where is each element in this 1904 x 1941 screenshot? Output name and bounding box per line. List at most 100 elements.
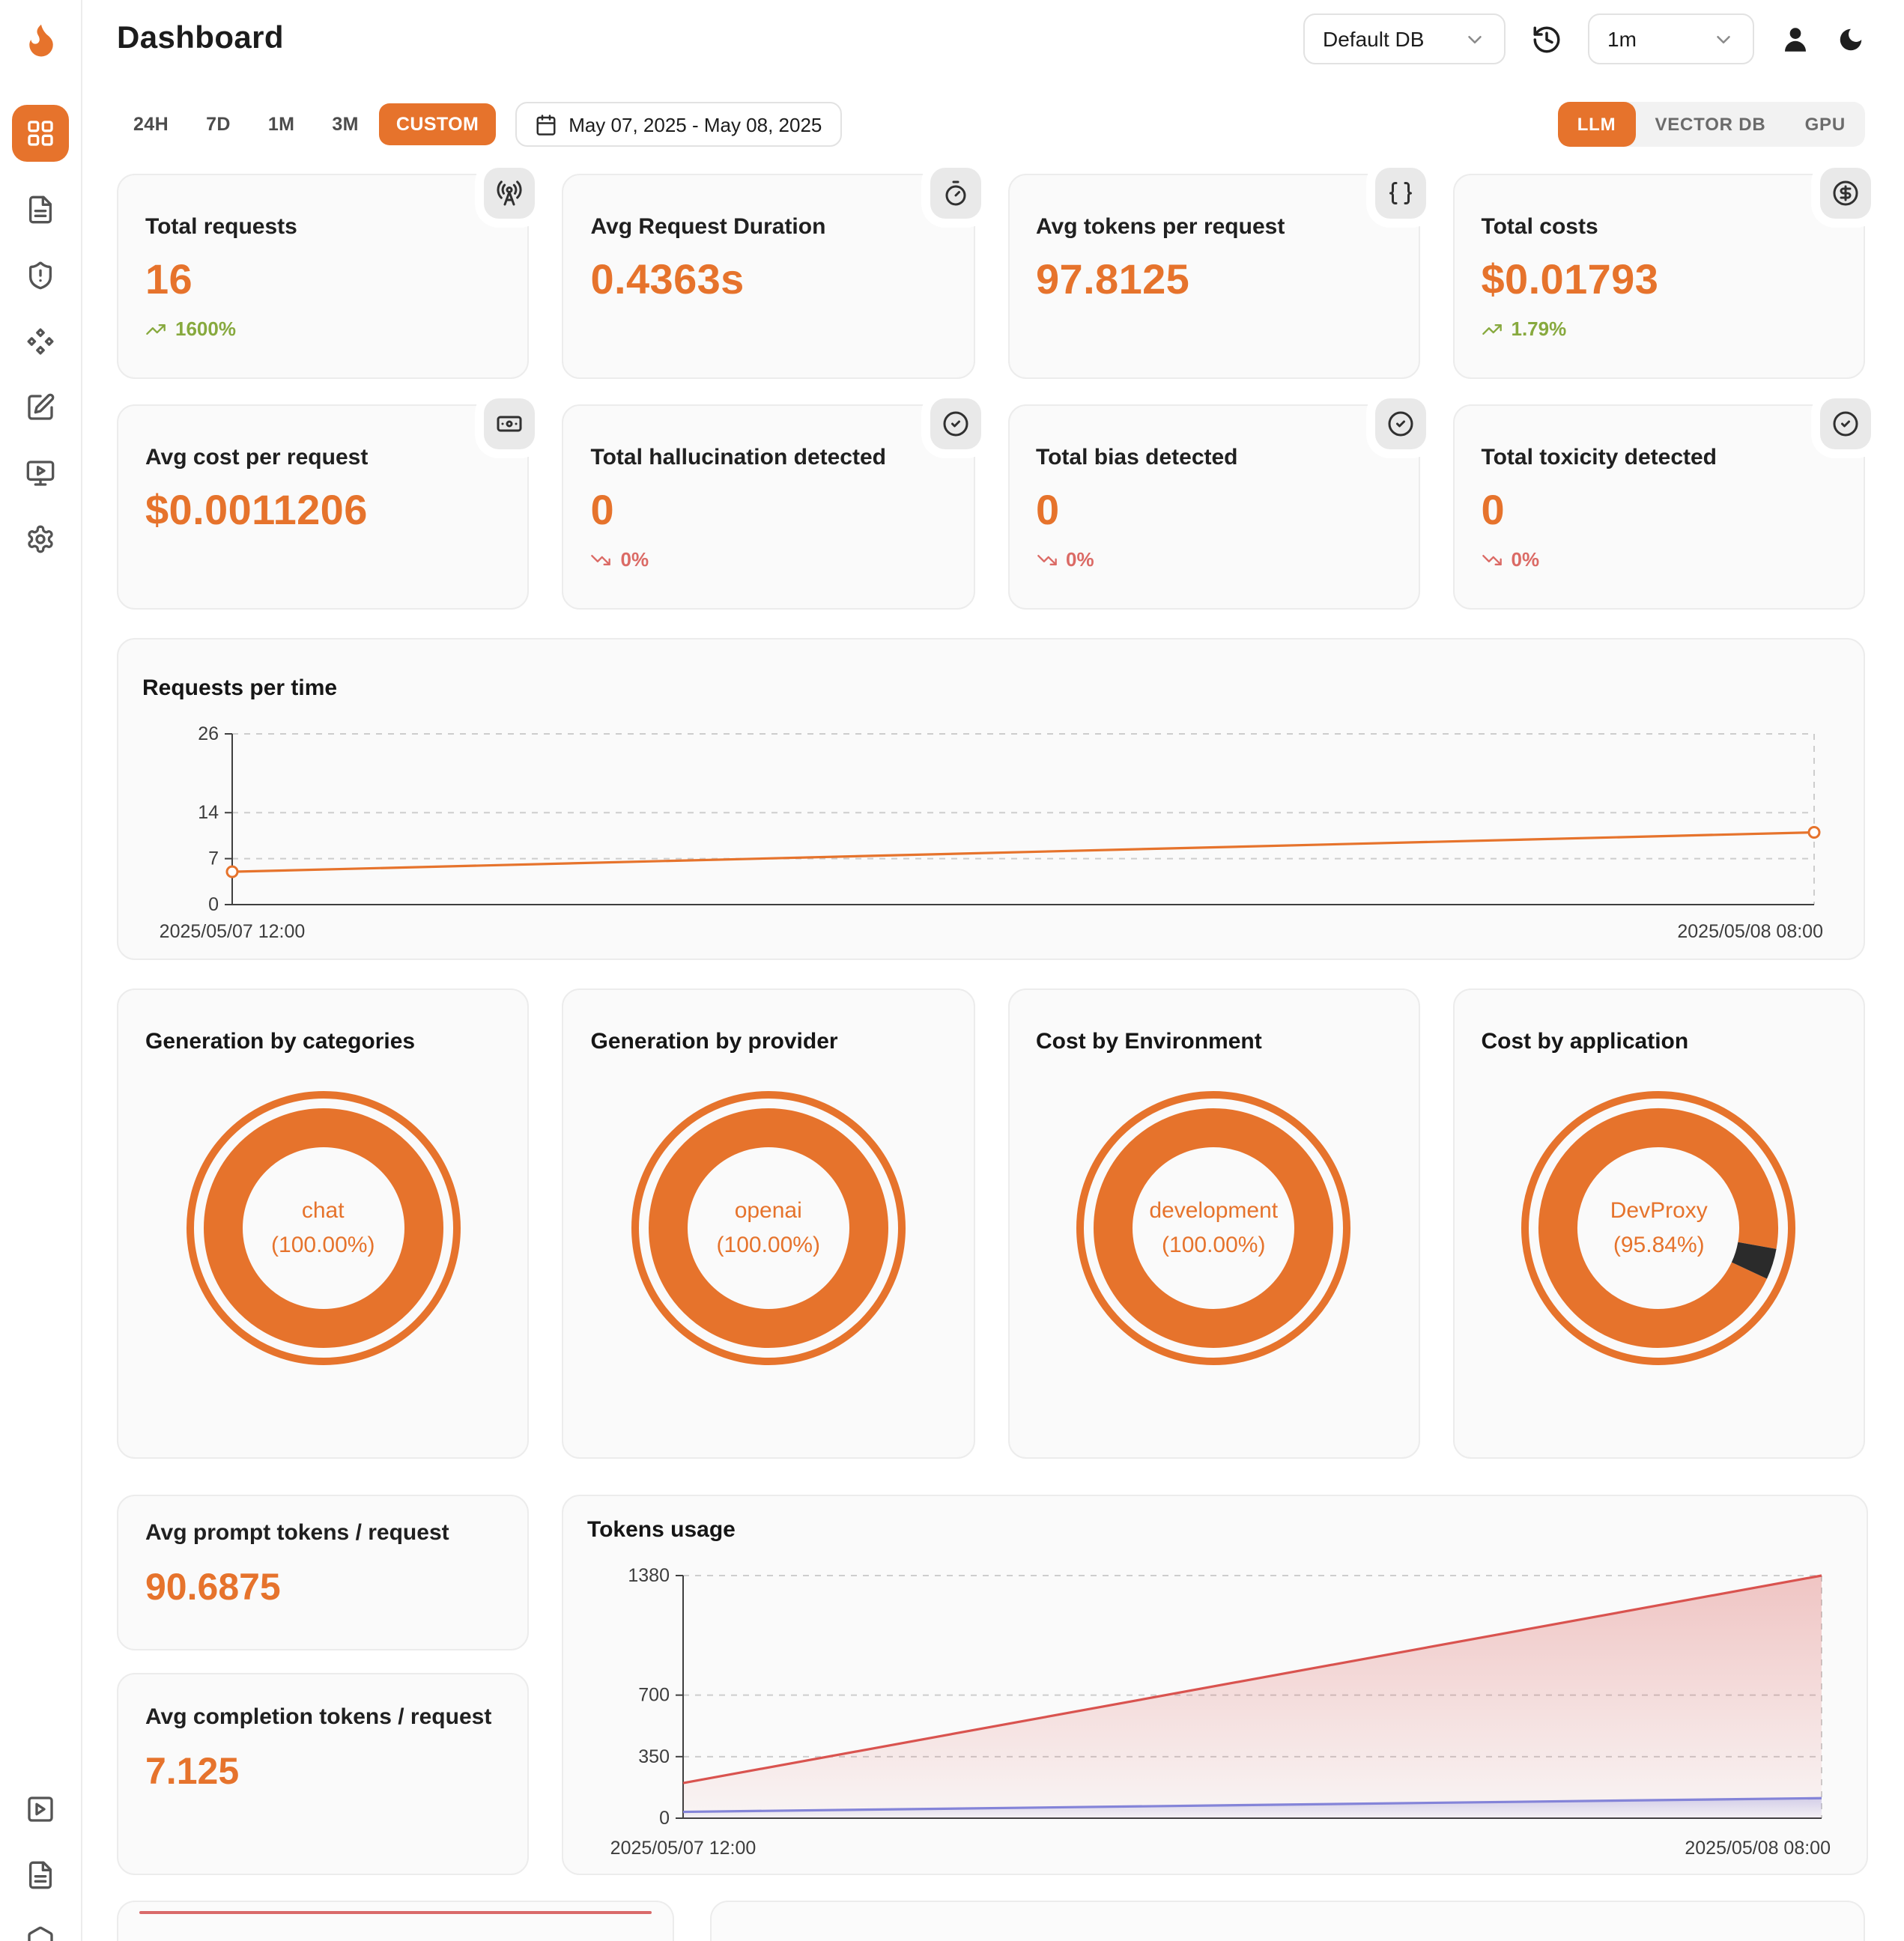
stat-delta: 0%: [1036, 548, 1392, 571]
tab-gpu[interactable]: GPU: [1786, 102, 1865, 147]
tab-vector-db[interactable]: VECTOR DB: [1635, 102, 1785, 147]
partial-card: [117, 1901, 674, 1941]
time-range-24h[interactable]: 24H: [117, 103, 185, 145]
svg-text:2025/05/07 12:00: 2025/05/07 12:00: [610, 1838, 757, 1859]
donut-ring: [631, 1091, 906, 1365]
sidebar-item-dashboard[interactable]: [12, 105, 69, 162]
stat-card-total-costs: Total costs $0.01793 1.79%: [1452, 168, 1871, 379]
donut-label-name: openai: [734, 1197, 802, 1224]
refresh-interval-value: 1m: [1607, 27, 1637, 51]
svg-text:350: 350: [638, 1746, 670, 1767]
tokens-usage-card: Tokens usage 0 350 700 1380 2025/05/07 12:00…: [562, 1495, 1868, 1875]
timer-icon: [930, 168, 980, 219]
trend-up-icon: [145, 318, 166, 339]
stat-label: Total toxicity detected: [1481, 445, 1717, 470]
time-range-7d[interactable]: 7D: [190, 103, 247, 145]
vault-pen-icon: [25, 392, 55, 422]
main-area: Dashboard Default DB 1m: [82, 0, 1904, 1941]
stat-label: Avg prompt tokens / request: [145, 1520, 449, 1546]
date-range-label: May 07, 2025 - May 08, 2025: [569, 113, 822, 136]
prompt-hub-diamonds-icon: [25, 326, 55, 356]
stat-value: 97.8125: [1036, 256, 1190, 303]
dollar-circle-icon: [1820, 168, 1871, 219]
trend-down-icon: [1036, 549, 1057, 570]
time-range-3m[interactable]: 3M: [315, 103, 375, 145]
stat-label: Total bias detected: [1036, 445, 1238, 470]
stat-value: 90.6875: [145, 1567, 281, 1609]
donut-chart: DevProxy (95.84%): [1521, 1090, 1797, 1366]
sidebar-item-openground[interactable]: [7, 440, 73, 506]
avg-completion-tokens-card: Avg completion tokens / request 7.125: [117, 1673, 529, 1875]
donut-center-label: DevProxy (95.84%): [1521, 1090, 1797, 1366]
stat-delta-value: 0%: [1066, 548, 1094, 571]
chart-title: Generation by categories: [145, 1029, 416, 1054]
avg-prompt-tokens-card: Avg prompt tokens / request 90.6875: [117, 1495, 529, 1650]
stat-card-total-bias: Total bias detected 0 0%: [1007, 398, 1426, 610]
stat-value: 16: [145, 256, 193, 303]
requests-per-time-card: Requests per time 0 7 14 26 2025/05/07 12:00…: [117, 638, 1865, 960]
sidebar-item-settings[interactable]: [7, 506, 73, 572]
topbar-controls: Default DB 1m: [1303, 13, 1865, 64]
database-select[interactable]: Default DB: [1303, 13, 1506, 64]
stat-value: 0: [1036, 487, 1060, 533]
donut-label-name: chat: [301, 1197, 345, 1224]
time-range-1m[interactable]: 1M: [252, 103, 312, 145]
stat-card-avg-tokens-per-request: Avg tokens per request 97.8125: [1007, 168, 1426, 379]
tab-llm[interactable]: LLM: [1557, 102, 1636, 147]
sidebar: [0, 0, 82, 1941]
time-range-custom[interactable]: CUSTOM: [379, 103, 496, 145]
cost-by-application-card: Cost by application DevProxy (95.84%): [1452, 988, 1865, 1459]
generation-by-provider-card: Generation by provider openai (100.00%): [562, 988, 974, 1459]
dark-mode-toggle[interactable]: [1837, 25, 1865, 53]
chevron-down-icon: [1712, 28, 1735, 50]
svg-text:2025/05/08 08:00: 2025/05/08 08:00: [1685, 1838, 1831, 1859]
svg-text:0: 0: [659, 1808, 670, 1829]
getting-started-play-icon: [25, 1794, 55, 1824]
donut-chart: openai (100.00%): [631, 1090, 906, 1366]
database-hexagon-icon: [25, 1926, 55, 1941]
sidebar-item-getting-started[interactable]: [7, 1776, 73, 1842]
donut-ring: [1076, 1091, 1351, 1365]
svg-text:2025/05/07 12:00: 2025/05/07 12:00: [160, 921, 306, 942]
user-profile-button[interactable]: [1780, 23, 1811, 55]
stat-label: Avg completion tokens / request: [145, 1704, 492, 1730]
chart-title: Generation by provider: [590, 1029, 838, 1054]
stat-delta: 1600%: [145, 318, 501, 340]
check-circle-icon: [1820, 398, 1871, 449]
chart-title: Cost by Environment: [1036, 1029, 1262, 1054]
sidebar-item-documentation[interactable]: [7, 1842, 73, 1908]
donut-label-percent: (100.00%): [271, 1233, 375, 1258]
stat-delta-value: 1600%: [175, 318, 236, 340]
cost-by-environment-card: Cost by Environment development (100.00%…: [1007, 988, 1420, 1459]
refresh-interval-select[interactable]: 1m: [1588, 13, 1754, 64]
donut-chart: development (100.00%): [1076, 1090, 1351, 1366]
svg-text:2025/05/08 08:00: 2025/05/08 08:00: [1677, 921, 1823, 942]
sidebar-item-prompt-hub[interactable]: [7, 309, 73, 374]
dashboard-grid-icon: [25, 118, 55, 148]
stat-value: $0.01793: [1481, 256, 1659, 303]
svg-text:7: 7: [208, 848, 219, 869]
stat-value: 0: [1481, 487, 1506, 533]
donut-ring: [1521, 1091, 1796, 1365]
category-tabs: LLM VECTOR DB GPU: [1557, 102, 1865, 147]
stat-card-total-toxicity: Total toxicity detected 0 0%: [1452, 398, 1871, 610]
history-refresh-button[interactable]: [1531, 23, 1562, 55]
sidebar-item-vault[interactable]: [7, 374, 73, 440]
requests-per-time-chart: 0 7 14 26 2025/05/07 12:00 2025/05/08 08:00: [160, 723, 1823, 942]
openground-monitor-icon: [25, 458, 55, 488]
sidebar-item-exceptions[interactable]: [7, 243, 73, 309]
time-range-group: 24H 7D 1M 3M CUSTOM: [117, 103, 496, 145]
sidebar-item-database[interactable]: [7, 1908, 73, 1941]
tokens-usage-chart: 0 350 700 1380 2025/05/07 12:00 2025/05/08 08…: [610, 1565, 1831, 1859]
date-range-picker[interactable]: May 07, 2025 - May 08, 2025: [515, 102, 842, 147]
stat-delta: 0%: [1482, 548, 1837, 571]
sidebar-item-requests[interactable]: [7, 177, 73, 243]
stat-value: 0.4363s: [590, 256, 745, 303]
requests-file-icon: [25, 195, 55, 225]
stat-cards-grid: Total requests 16 1600% Avg Request Dura…: [117, 168, 1871, 610]
generation-by-categories-card: Generation by categories chat (100.00%): [117, 988, 530, 1459]
page-title: Dashboard: [117, 21, 284, 55]
moon-icon: [1837, 25, 1865, 53]
chart-title: Requests per time: [142, 675, 338, 701]
